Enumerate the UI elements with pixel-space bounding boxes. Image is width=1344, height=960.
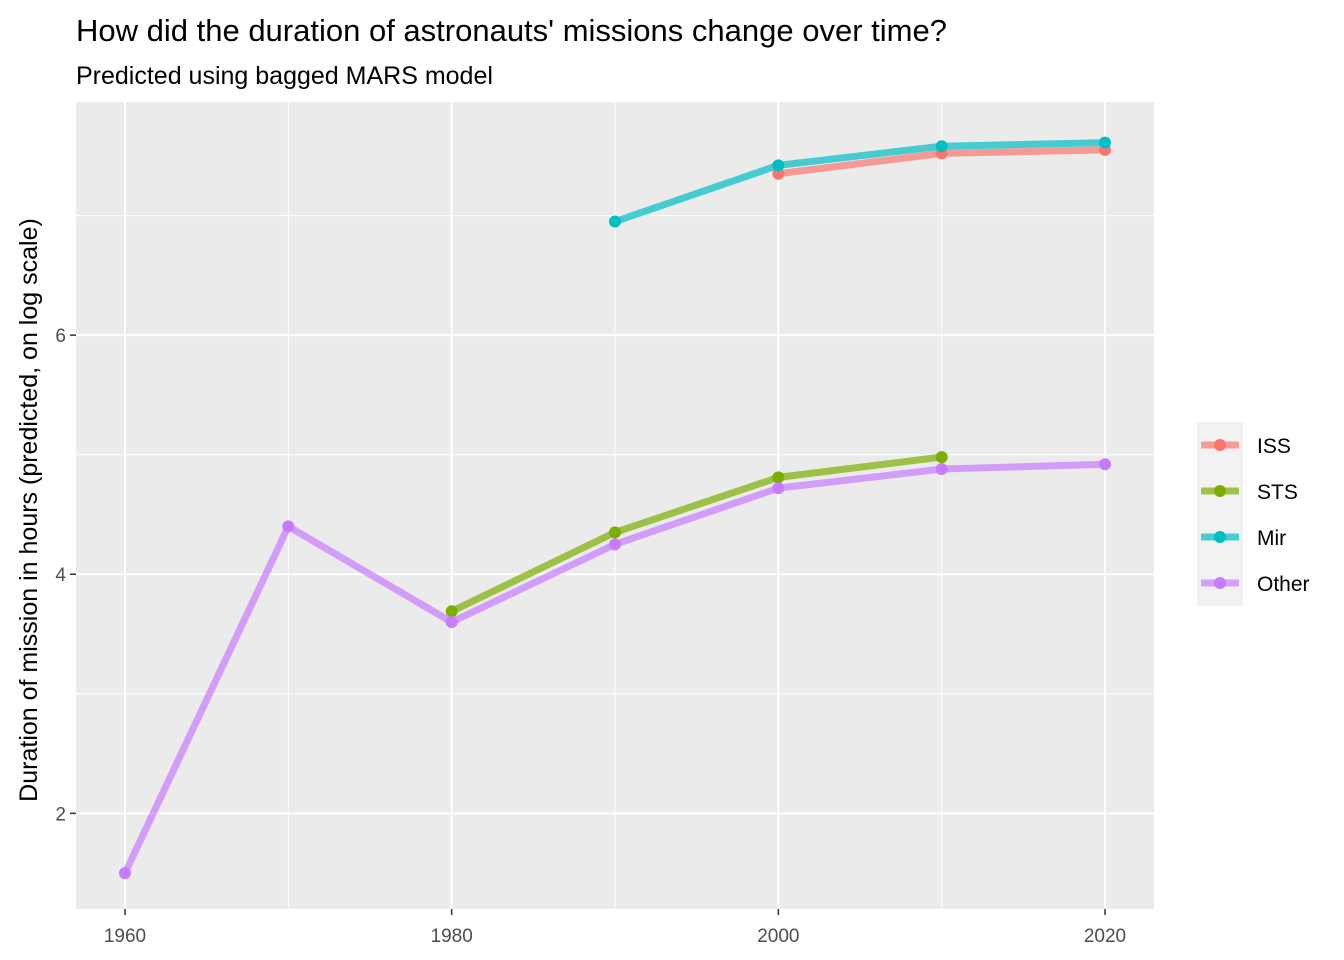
y-tick-label: 2: [55, 804, 66, 825]
point-other: [1099, 458, 1111, 471]
x-tick-label: 2000: [757, 926, 799, 947]
x-tick-label: 1960: [104, 926, 146, 947]
y-axis: 2 4 6: [55, 326, 76, 825]
series-points: [119, 136, 1111, 880]
point-mir: [935, 140, 948, 153]
point-mir: [772, 159, 785, 172]
x-axis: 1960 1980 2000 2020: [104, 909, 1126, 947]
y-tick-label: 4: [55, 565, 66, 586]
chart-subtitle: Predicted using bagged MARS model: [76, 62, 493, 90]
legend: ISS STS Mir Other: [1197, 422, 1310, 606]
series-line-sts: [450, 453, 943, 615]
legend-label-other: Other: [1257, 573, 1310, 596]
x-tick-label: 1980: [431, 926, 473, 947]
point-other: [445, 616, 458, 629]
point-iss: [772, 167, 785, 180]
x-tick-label: 2020: [1084, 926, 1126, 947]
series-line-mir: [613, 139, 1106, 225]
y-tick-label: 6: [55, 326, 66, 347]
legend-key-point-iss: [1214, 439, 1226, 451]
legend-label-sts: STS: [1257, 481, 1298, 504]
legend-label-iss: ISS: [1257, 435, 1291, 458]
point-other: [772, 482, 785, 495]
point-mir: [1099, 136, 1111, 149]
point-other: [282, 520, 295, 533]
legend-key-point-mir: [1214, 531, 1226, 543]
legend-key-point-sts: [1214, 485, 1226, 497]
major-gridlines: [76, 102, 1154, 909]
point-mir: [609, 215, 621, 228]
point-sts: [772, 471, 785, 484]
legend-label-mir: Mir: [1257, 527, 1286, 550]
chart-title: How did the duration of astronauts' miss…: [76, 13, 947, 48]
legend-key-point-other: [1214, 577, 1226, 589]
y-axis-title: Duration of mission in hours (predicted,…: [15, 218, 43, 802]
point-sts: [445, 605, 458, 618]
point-other: [119, 867, 131, 880]
legend-key-background: [1197, 422, 1243, 606]
point-sts: [935, 451, 948, 464]
point-sts: [609, 526, 621, 539]
point-other: [609, 538, 621, 551]
point-other: [935, 463, 948, 476]
